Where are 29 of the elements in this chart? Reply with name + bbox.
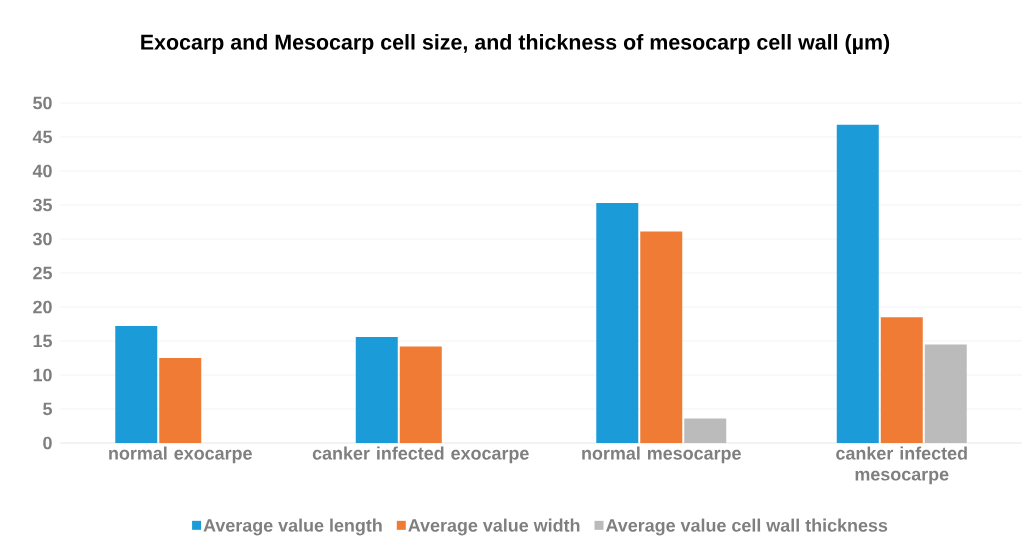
bar (596, 202, 639, 443)
legend-label: Average value width (408, 518, 580, 536)
y-tick-label: 25 (33, 266, 52, 280)
x-tick-label: normal mesocarpe (582, 446, 741, 464)
y-tick-label: 15 (33, 334, 52, 348)
y-tick-label: 40 (32, 164, 52, 178)
y-tick-label: 35 (32, 198, 52, 212)
bar (355, 336, 398, 443)
x-tick-label: canker infected mesocarpe (836, 446, 967, 485)
chart-title: Exocarp and Mesocarp cell size, and thickness of mesocarp cell wall (µm) (141, 34, 890, 54)
bar (924, 344, 967, 443)
y-tick-label: 20 (33, 300, 52, 314)
bar (159, 358, 202, 443)
bar (836, 124, 879, 443)
y-tick-label: 30 (32, 232, 52, 246)
bar (684, 418, 727, 443)
bar (115, 326, 158, 443)
y-tick-label: 50 (33, 96, 52, 110)
y-tick-label: 45 (32, 130, 52, 144)
y-tick-label: 10 (33, 368, 52, 382)
x-tick-label: canker infected exocarpe (312, 446, 529, 464)
legend-label: Average value length (203, 518, 382, 536)
legend-label: Average value cell wall thickness (605, 518, 888, 536)
bar (880, 317, 923, 443)
bar (399, 346, 442, 443)
x-tick-label: normal exocarpe (109, 446, 252, 464)
y-tick-label: 0 (43, 436, 52, 450)
bar (640, 231, 683, 443)
y-tick-label: 5 (43, 402, 52, 416)
